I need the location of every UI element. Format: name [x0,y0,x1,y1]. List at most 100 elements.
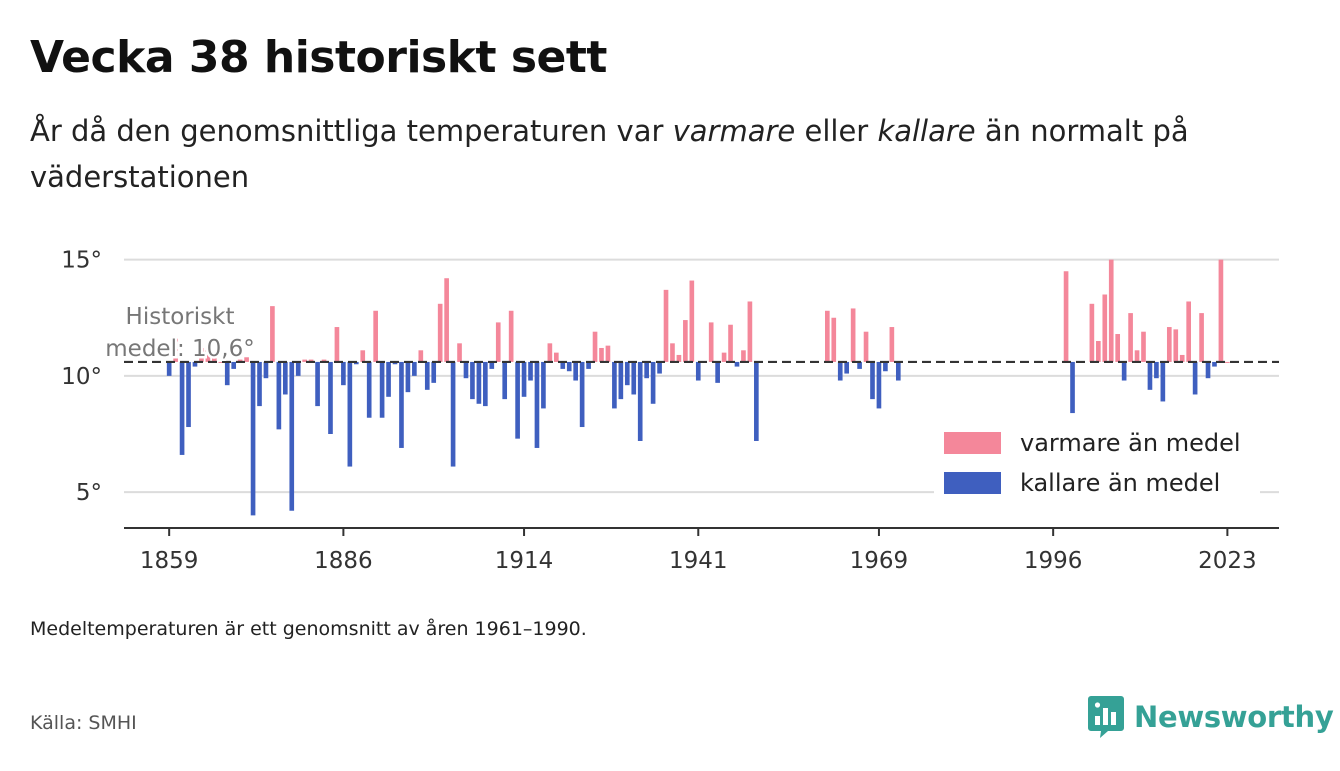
bar-warm [1128,313,1133,362]
bar-warm [321,359,327,362]
bar-cold [392,361,398,365]
bar-warm [889,327,895,362]
x-tick-label: 1941 [669,548,728,574]
bar-warm [728,324,733,362]
bar-warm [683,320,688,362]
bar-cold [328,361,333,434]
legend-swatch-warm [944,432,1001,454]
page-title: Vecka 38 historiskt sett [30,32,607,83]
temperature-chart: 5° 10° 15° 1859 1886 1914 1941 1969 1996 2023 His… [61,248,1279,574]
bar-cold [857,361,862,369]
subtitle: År då den genomsnittliga temperaturen va… [30,108,1260,200]
bar-cold [186,361,191,428]
bar-cold [386,361,391,397]
bar-warm [721,352,727,362]
bar-cold [566,361,572,372]
bar-warm [1186,301,1191,362]
bar-cold [837,361,843,381]
baseline-label: medel: 10,6° [105,336,254,362]
bar-warm [1166,327,1172,362]
bar-cold [1070,361,1075,414]
bar-cold [431,361,437,383]
bar-warm [1089,303,1095,362]
bar-warm [1179,354,1185,362]
source-credit: Källa: SMHI [30,712,137,734]
bar-cold [257,361,262,407]
bar-cold [282,361,288,395]
bar-cold [341,361,346,386]
bar-warm [850,308,856,362]
bar-warm [1102,294,1108,362]
bar-cold [1154,361,1159,379]
bars [166,259,1230,516]
brand-name: Newsworthy [1134,700,1334,734]
bar-warm [663,289,669,362]
bar-cold [883,361,888,372]
bar-cold [1205,361,1211,379]
bar-cold [534,361,540,448]
bar-cold [618,361,624,400]
bar-cold [528,361,533,381]
bar-warm [1134,350,1140,362]
bar-cold [263,361,269,379]
bar-warm [741,350,746,362]
bar-cold [624,361,630,386]
bar-warm [592,331,598,362]
x-tick-label: 1914 [495,548,554,574]
bar-cold [541,361,546,409]
bar-warm [863,331,869,362]
bar-cold [1121,361,1127,381]
bar-warm [334,327,340,362]
annotations: Historiskt medel: 10,6° [103,302,1279,365]
bar-warm [418,350,424,362]
bar-cold [276,361,282,430]
bar-warm [599,347,604,362]
bar-cold [231,361,237,369]
bar-warm [495,322,501,362]
bar-cold [695,361,701,381]
bar-cold [734,361,740,367]
bar-cold [1192,361,1198,395]
bar-cold [895,361,901,381]
x-tick-label: 1859 [140,548,199,574]
bar-warm [173,338,178,362]
bar-warm [212,357,217,362]
bar-warm [457,343,462,362]
bar-cold [476,361,482,404]
bar-warm [308,359,314,362]
bar-cold [657,361,662,374]
bar-cold [515,361,520,439]
bar-cold [424,361,430,390]
bar-warm [689,280,695,362]
subtitle-part-3: än normalt på väderstationen [30,114,1189,194]
bar-warm [199,347,204,362]
footnote: Medeltemperaturen är ett genomsnitt av å… [30,618,587,640]
baseline-label: Historiskt [126,304,235,330]
bar-warm [1173,329,1179,362]
bar-cold [579,361,585,428]
y-tick-label: 10° [61,364,102,390]
legend: varmare än medel kallare än medel [934,418,1260,497]
bar-cold [192,361,198,367]
bar-warm [270,306,275,362]
bar-cold [315,361,320,407]
bar-warm [670,343,675,362]
bar-cold [295,361,301,376]
bar-cold [1212,361,1217,367]
bar-cold [399,361,404,448]
bar-warm [302,359,307,362]
x-tick-label: 1996 [1024,548,1083,574]
bar-cold [483,361,488,407]
bar-cold [366,361,372,418]
legend-swatch-cold [944,472,1001,494]
x-tick-label: 1886 [314,548,373,574]
bar-warm [554,352,559,362]
bar-cold [470,361,475,400]
bar-cold [489,361,495,369]
bar-cold [1160,361,1166,402]
brand-logo: Newsworthy [1088,696,1334,738]
bar-cold [405,361,411,393]
subtitle-part-1: År då den genomsnittliga temperaturen va… [30,114,673,148]
bar-warm [218,361,224,363]
bar-warm [708,322,714,362]
